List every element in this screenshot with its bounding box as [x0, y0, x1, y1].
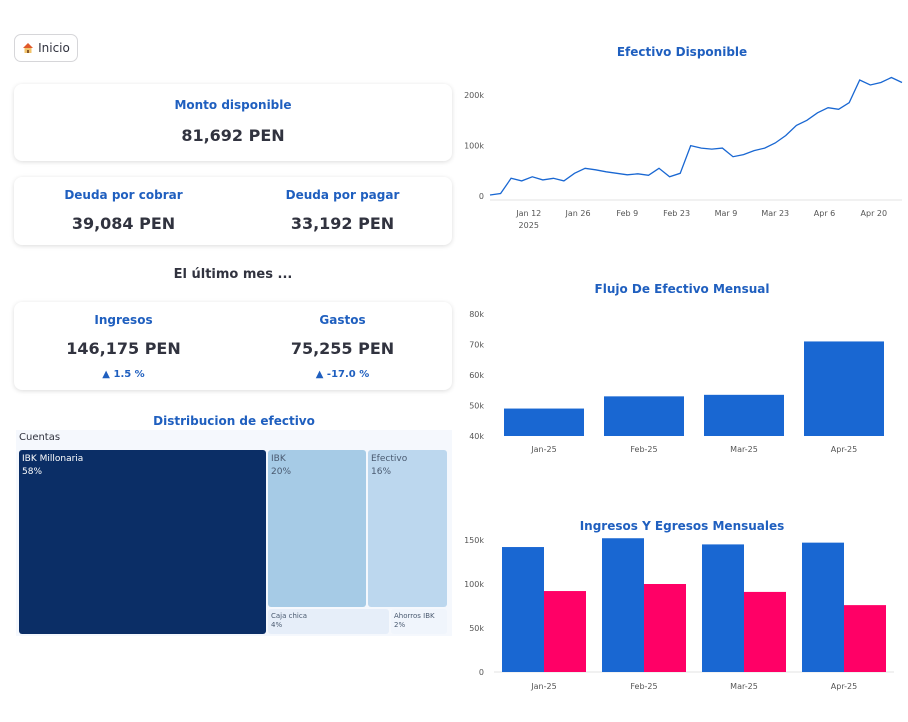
bar [502, 547, 544, 672]
bar [602, 538, 644, 672]
y-tick-label: 0 [479, 668, 484, 677]
treemap-tile-ibk-millonaria[interactable]: IBK Millonaria 58% [19, 450, 266, 634]
tile-pct: 4% [271, 621, 283, 629]
bar [544, 591, 586, 672]
pagar-value: 33,192 PEN [290, 214, 395, 233]
x-tick-label: Feb-25 [630, 682, 657, 691]
tile-pct: 16% [371, 467, 392, 477]
y-tick-label: 70k [469, 341, 484, 350]
treemap-root-label: Cuentas [19, 432, 61, 443]
monto-value: 81,692 PEN [181, 126, 285, 145]
tile-pct: 2% [394, 621, 406, 629]
bar [702, 544, 744, 672]
monto-label: Monto disponible [174, 98, 292, 112]
bar [704, 394, 784, 436]
gastos-delta: ▲ -17.0 % [233, 369, 452, 380]
x-tick-label: Feb-25 [630, 445, 657, 454]
x-tick-label: Jan-25 [530, 682, 556, 691]
x-tick-label: Jan 12 [515, 209, 541, 218]
x-tick-label: Mar 23 [761, 209, 789, 218]
y-tick-label: 100k [464, 580, 484, 589]
bar [504, 408, 584, 436]
deuda-pagar: Deuda por pagar 33,192 PEN [233, 177, 452, 245]
x-tick-label: Feb 9 [616, 209, 638, 218]
home-button[interactable]: Inicio [14, 34, 78, 62]
bar [644, 584, 686, 672]
treemap-title: Distribucion de efectivo [153, 414, 315, 428]
ingresos-metric: Ingresos 146,175 PEN ▲ 1.5 % [14, 302, 233, 390]
home-button-label: Inicio [38, 41, 70, 55]
y-tick-label: 80k [469, 310, 484, 319]
bar [604, 396, 684, 436]
line-chart-title: Efectivo Disponible [616, 45, 748, 59]
tile-pct: 20% [271, 467, 292, 477]
treemap-tile-efectivo[interactable]: Efectivo 16% [368, 450, 447, 607]
flujo-chart-title: Flujo De Efectivo Mensual [594, 282, 770, 296]
ingresos-value: 146,175 PEN [66, 339, 181, 358]
cobrar-value: 39,084 PEN [71, 214, 176, 233]
treemap-tile-ibk[interactable]: IBK 20% [268, 450, 366, 607]
x-tick-label: Apr 20 [861, 209, 888, 218]
x-tick-label: Mar-25 [730, 682, 758, 691]
gastos-label: Gastos [319, 313, 366, 327]
monto-card: Monto disponible 81,692 PEN [14, 84, 452, 161]
y-tick-label: 40k [469, 432, 484, 441]
treemap: Cuentas IBK Millonaria 58% IBK 20% Efect… [16, 430, 452, 636]
x-tick-label: Apr 6 [814, 209, 835, 218]
cobrar-label: Deuda por cobrar [64, 188, 183, 202]
tile-name: IBK Millonaria [22, 454, 84, 464]
line-chart: 0 100k 200k Jan 12 2025 Jan 26 Feb 9 Feb 23 Mar … [464, 76, 903, 230]
triangle-up-icon: ▲ [315, 369, 324, 380]
ingresos-delta: ▲ 1.5 % [14, 369, 233, 380]
x-tick-label: Jan 26 [565, 209, 591, 218]
gastos-metric: Gastos 75,255 PEN ▲ -17.0 % [233, 302, 452, 390]
ingresos-egresos-chart: 0 50k 100k 150k Jan-25 Feb-25 Mar-25 Apr-25 [464, 536, 894, 691]
tile-name: Caja chica [271, 612, 308, 620]
y-tick-label: 0 [479, 192, 484, 201]
series-line [489, 76, 903, 196]
ingresos-delta-value: 1.5 % [113, 369, 145, 380]
x-tick-label: Apr-25 [831, 445, 857, 454]
y-tick-label: 50k [469, 624, 484, 633]
treemap-tile-caja-chica[interactable]: Caja chica 4% [268, 609, 389, 634]
bar [744, 591, 786, 672]
flujo-chart: 40k 50k 60k 70k 80k Jan-25 Feb-25 Mar-25 Apr-25 [469, 310, 884, 454]
x-tick-label: Feb 23 [663, 209, 690, 218]
ingresos-egresos-chart-title: Ingresos Y Egresos Mensuales [579, 519, 785, 533]
gastos-value: 75,255 PEN [290, 339, 395, 358]
deuda-cobrar: Deuda por cobrar 39,084 PEN [14, 177, 233, 245]
bar [844, 605, 886, 672]
pagar-label: Deuda por pagar [285, 188, 400, 202]
tile-name: Efectivo [371, 454, 408, 464]
y-tick-label: 60k [469, 371, 484, 380]
ultimo-mes-title: El último mes ... [173, 267, 293, 282]
triangle-up-icon: ▲ [102, 369, 110, 380]
deudas-card: Deuda por cobrar 39,084 PEN Deuda por pa… [14, 177, 452, 245]
ingresos-gastos-card: Ingresos 146,175 PEN ▲ 1.5 % Gastos 75,2… [14, 302, 452, 390]
y-tick-label: 50k [469, 402, 484, 411]
ingresos-label: Ingresos [94, 313, 153, 327]
x-tick-label: Apr-25 [831, 682, 857, 691]
x-tick-label: Mar-25 [730, 445, 758, 454]
y-tick-label: 150k [464, 536, 484, 545]
bar [804, 341, 884, 436]
y-tick-label: 100k [464, 142, 484, 151]
tile-pct: 58% [22, 467, 43, 477]
x-tick-sublabel: 2025 [519, 221, 539, 230]
gastos-delta-value: -17.0 % [326, 369, 370, 380]
tile-name: Ahorros IBK [394, 612, 435, 620]
y-tick-label: 200k [464, 91, 484, 100]
bar [802, 542, 844, 672]
x-tick-label: Jan-25 [530, 445, 556, 454]
treemap-tile-ahorros-ibk[interactable]: Ahorros IBK 2% [391, 609, 447, 634]
house-icon [23, 43, 34, 53]
tile-name: IBK [271, 454, 286, 464]
x-tick-label: Mar 9 [715, 209, 738, 218]
